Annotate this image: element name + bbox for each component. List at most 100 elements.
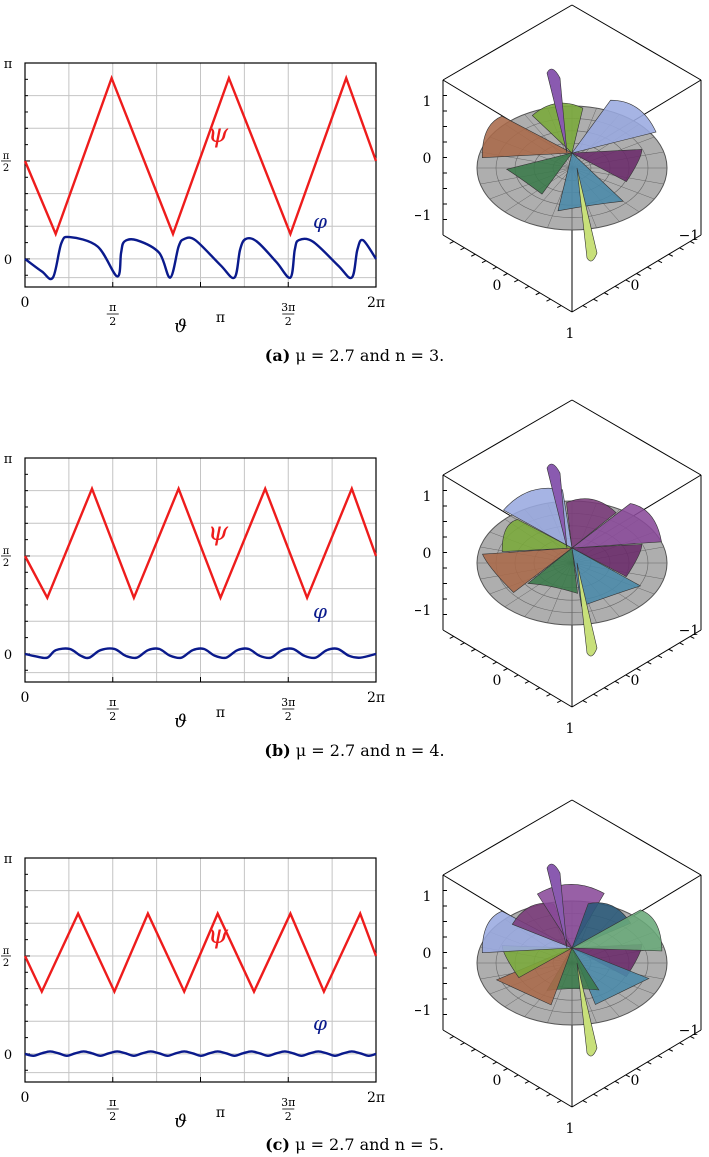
lobe-surface [570,544,643,577]
box-tick [535,292,540,296]
box-tick [679,642,684,646]
x-tick-label-den: 2 [285,1110,292,1123]
box-tick [460,1042,465,1046]
sphere-tick-label: 0 [423,151,432,167]
sphere-tick-label: 1 [566,721,575,735]
sphere-tick-label: 1 [423,489,432,505]
y-tick-label: 0 [4,253,12,268]
box-tick [636,1068,641,1071]
box-tick [514,674,519,678]
caption-text: μ = 2.7 and n = 3. [295,346,445,365]
lobe-surface [570,149,643,182]
box-tick [492,1061,497,1065]
x-tick-label: 2π [367,690,385,706]
series-line-phi [24,647,377,660]
x-tick-label-den: 2 [285,315,292,328]
box-tick [546,693,551,697]
box-tick [503,1068,508,1071]
lobe-surface [482,547,573,593]
box-tick [546,298,551,302]
disk-grid-spoke [524,167,573,222]
lobe-surface [571,503,662,549]
caption-text: μ = 2.7 and n = 5. [295,1135,444,1154]
x-tick-label: 0 [21,1090,30,1106]
box-tick [460,247,465,251]
sphere-tick-label: 0 [631,1073,640,1089]
sphere-tick-label: 1 [423,94,432,110]
box-tick [514,1074,519,1078]
lobe-surface [501,519,574,552]
box-tick [679,247,684,251]
x-tick-label-den: 2 [109,315,116,328]
sphere-tick-label: 1 [423,889,432,905]
box-tick [481,260,487,264]
y-tick-label: π [4,452,13,467]
box-tick [582,305,587,309]
box-tick [636,273,641,276]
box-tick [657,1055,663,1059]
box-tick [557,1100,562,1104]
lobe-surface [576,562,598,657]
x-tick-label: 2π [367,1090,385,1106]
series-line-psi [23,74,378,238]
box-tick [492,266,497,270]
sphere-tick-label: −1 [415,603,431,619]
y-tick-label: π [4,852,13,867]
caption-label: (b) [264,741,291,760]
x-tick-label: π [216,1105,225,1121]
box-tick [614,285,620,289]
box-tick [449,240,454,244]
lobe-surface [576,962,598,1057]
series-label-psi: ψ [208,920,229,950]
box-tick [614,680,620,684]
box-tick [636,668,641,671]
x-tick-label-den: 2 [109,1110,116,1123]
box-tick [690,635,695,639]
lobe-surface [495,947,573,1006]
sphere-tick-label: 0 [493,1073,502,1089]
box-tick [657,260,663,264]
box-tick [614,1080,620,1084]
series-line-psi [23,910,378,995]
box-tick [668,253,673,257]
lobe-surface [546,68,568,154]
box-tick [471,648,476,652]
box-tick [535,1087,540,1091]
sphere-tick-label: −1 [679,623,700,639]
lobe-surface [505,152,573,195]
box-tick [471,253,476,257]
lobe-surface [571,99,657,154]
caption-c: (c) μ = 2.7 and n = 5. [0,1135,709,1154]
lobe-surface [481,910,574,954]
sphere-tick-label: −1 [415,1003,431,1019]
box-tick [449,1035,454,1039]
box-tick [503,668,508,671]
sphere-tick-label: −1 [679,1023,700,1039]
x-axis-label: ϑ [174,711,187,730]
caption-a: (a) μ = 2.7 and n = 3. [0,346,709,365]
caption-b: (b) μ = 2.7 and n = 4. [0,741,709,760]
box-tick [668,1048,673,1052]
x-tick-label-num: 3π [281,301,295,314]
box-tick [593,298,598,302]
x-tick-label: π [216,310,225,326]
box-tick [503,273,508,276]
x-tick-label: 2π [367,295,385,311]
y-tick-label: 0 [4,1048,12,1063]
box-tick [471,1048,476,1052]
box-tick [690,240,695,244]
sphere-tick-label: 1 [566,1121,575,1135]
box-tick [460,642,465,646]
x-tick-label: 0 [21,690,30,706]
series-label-psi: ψ [208,517,229,547]
box-tick [690,1035,695,1039]
sphere-plot-c: 1 0 −1 0 0 1 −1 [415,799,702,1135]
sphere-tick-label: 0 [493,278,502,294]
y-tick-label-num: π [3,546,10,557]
box-tick [657,655,663,659]
box-tick [647,266,652,270]
lobe-surface [481,115,574,159]
lobe-surface [546,463,568,549]
lobe-surface [571,947,650,1005]
